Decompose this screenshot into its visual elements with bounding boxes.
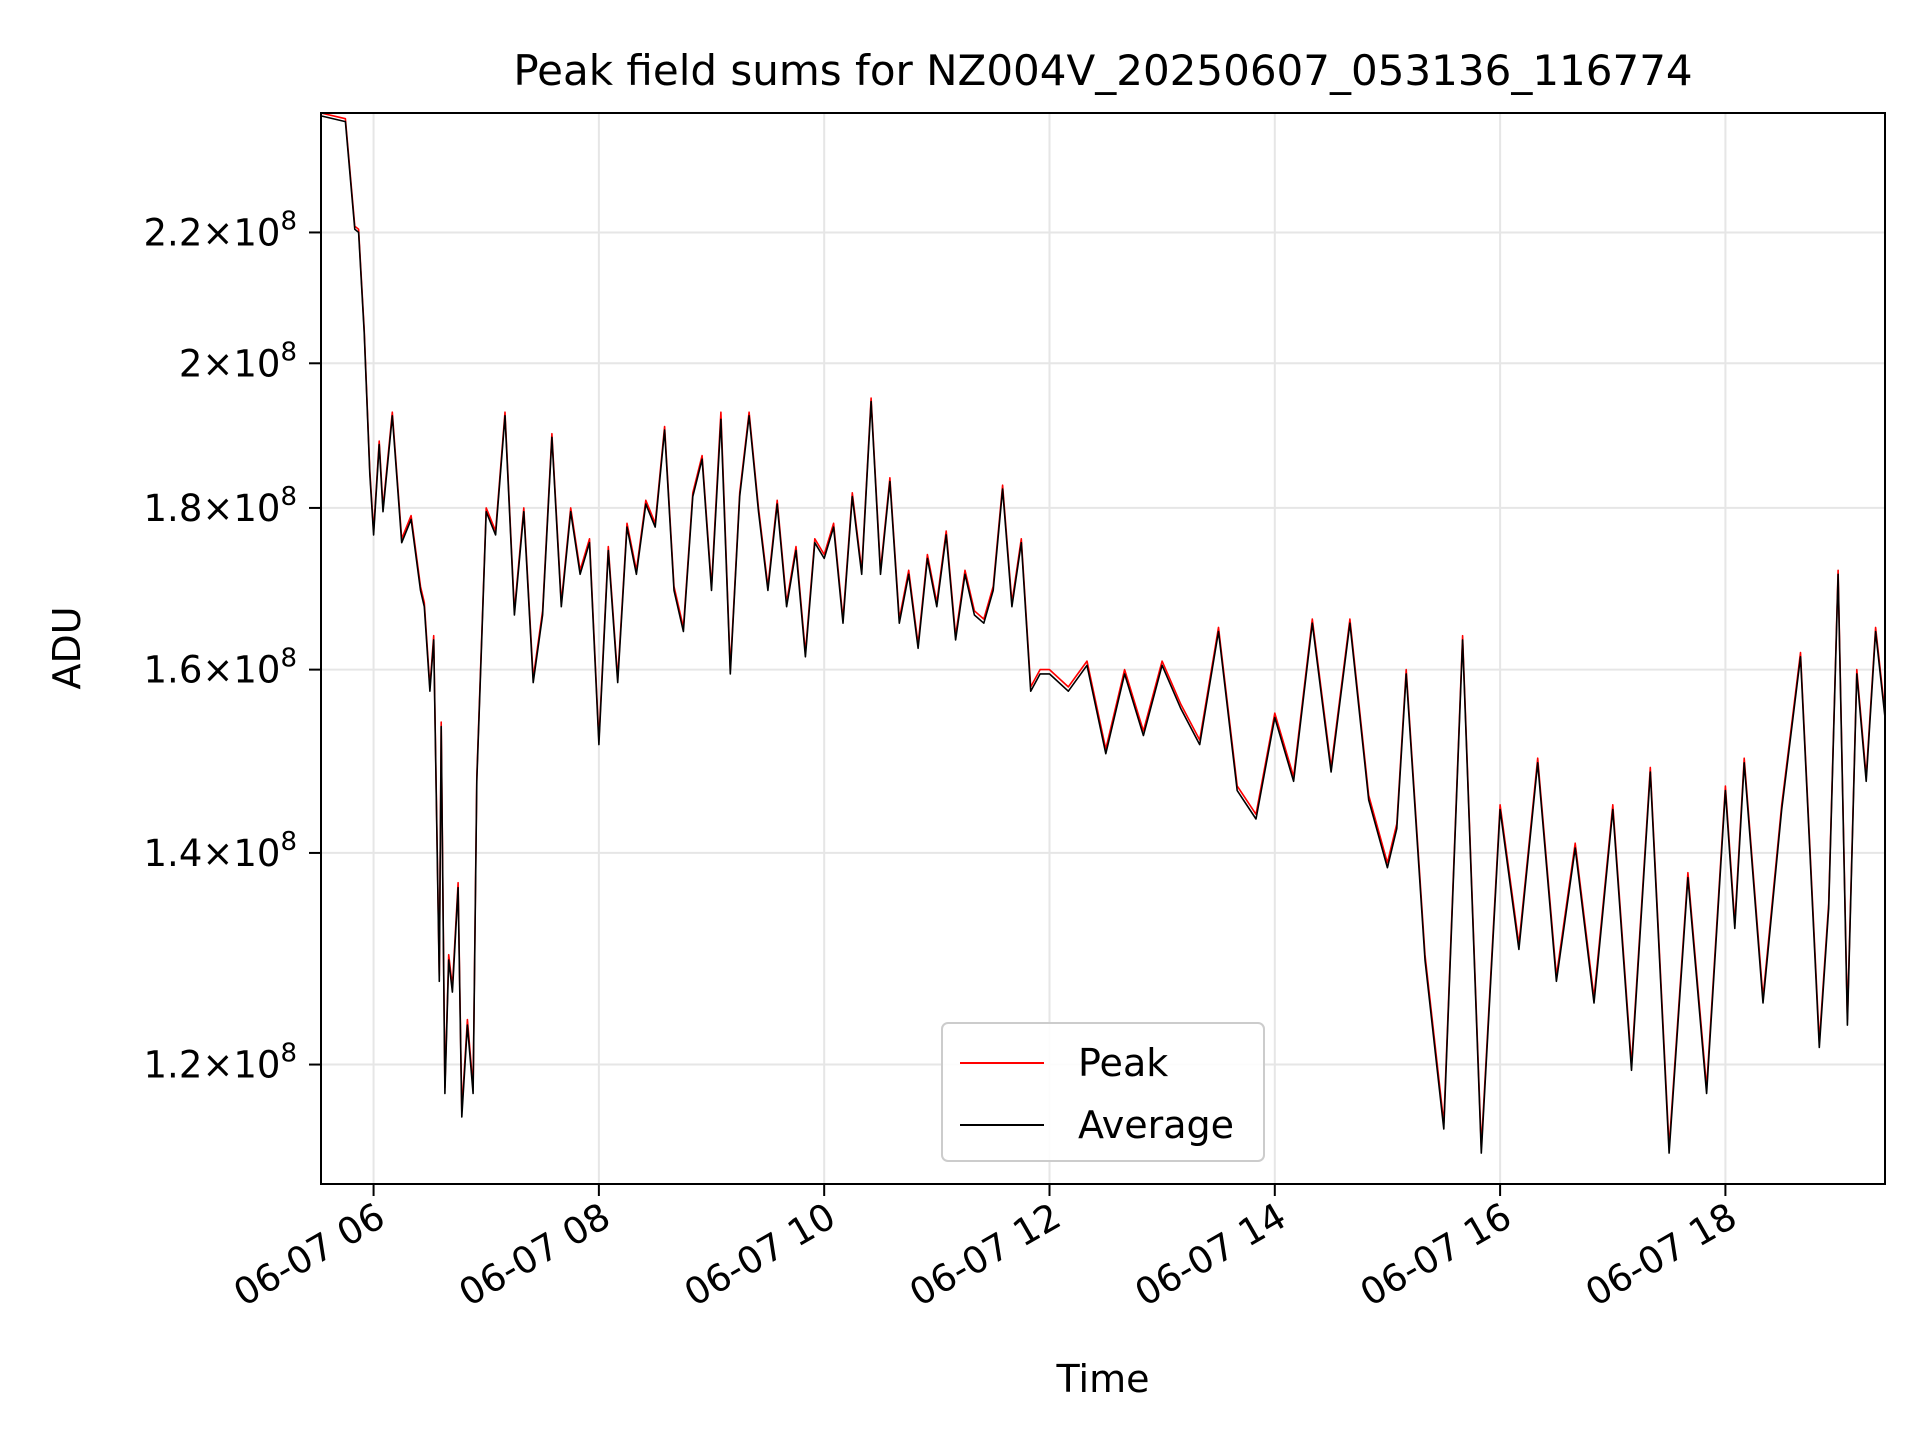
plot-frame [320,112,1886,1185]
y-tick-label: 1.6×108 [144,644,297,692]
grid-lines [321,113,1885,1184]
y-axis-label: ADU [45,606,89,689]
y-tick-label: 2.2×108 [144,206,297,254]
series-line-average [320,115,1886,1154]
legend-box [941,1022,1265,1162]
legend-label: Peak [1078,1041,1168,1085]
series-lines [320,112,1886,1154]
y-axis-ticks: 1.2×108 1.4×108 1.6×108 1.8×108 2×108 2.2×108 [144,206,321,1087]
legend: Peak Average [941,1022,1265,1162]
y-tick-label: 1.8×108 [144,482,297,530]
x-axis-label: Time [1056,1357,1150,1401]
y-tick-label: 1.4×108 [144,827,297,875]
legend-label: Average [1078,1103,1234,1147]
y-tick-label: 1.2×108 [144,1039,297,1087]
chart-title: Peak field sums for NZ004V_20250607_0531… [513,46,1692,95]
y-tick-label: 2×108 [179,337,297,385]
